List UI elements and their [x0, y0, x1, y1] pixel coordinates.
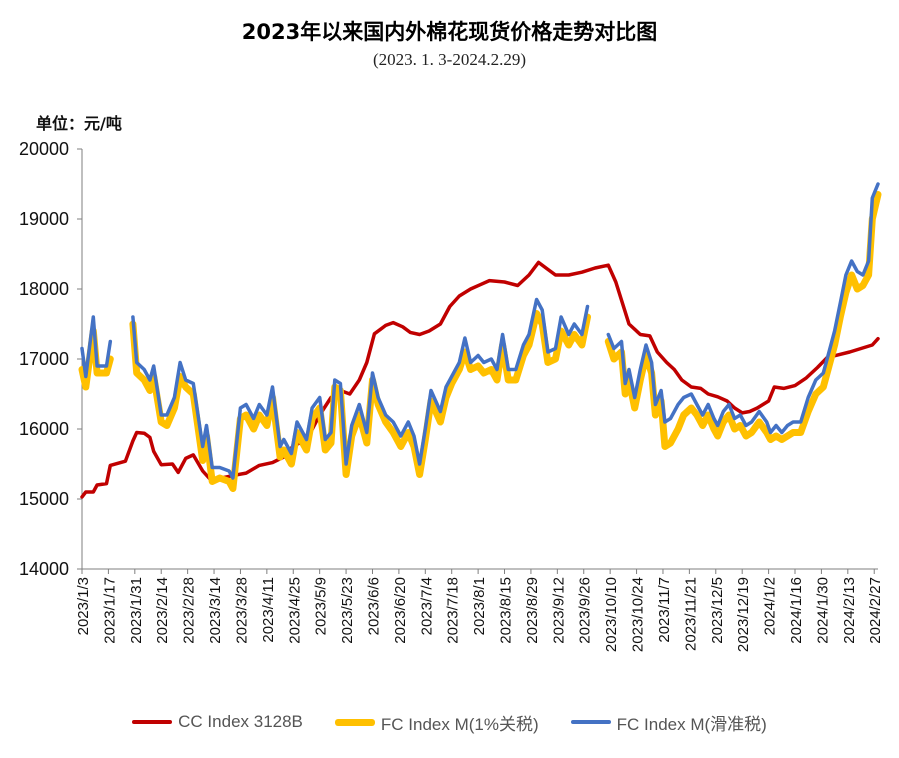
unit-label: 单位：元/吨	[36, 114, 122, 133]
x-tick-label: 2024/1/30	[814, 577, 831, 644]
x-tick-label: 2023/6/20	[392, 577, 409, 644]
x-tick-label: 2024/1/2	[762, 577, 779, 635]
x-tick-label: 2023/1/17	[101, 577, 118, 644]
x-tick-label: 2023/7/4	[418, 577, 435, 635]
legend-swatch-fc-index-1pct	[334, 718, 375, 726]
x-tick-label: 2023/1/31	[128, 577, 145, 644]
x-tick-label: 2023/5/23	[339, 577, 356, 644]
series-lines	[78, 182, 882, 499]
x-tick-label: 2023/12/19	[735, 577, 752, 652]
series-line-fc-index-m-2	[80, 182, 880, 480]
x-tick-label: 2023/4/11	[260, 577, 277, 643]
y-tick-label: 20000	[19, 139, 69, 159]
x-tick-label: 2023/5/9	[313, 577, 330, 635]
x-tick-label: 2023/2/14	[154, 577, 171, 644]
x-tick-label: 2023/1/3	[75, 577, 92, 635]
x-tick-label: 2023/9/12	[550, 577, 567, 644]
chart-title: 2023年以来国内外棉花现货价格走势对比图	[241, 20, 658, 44]
legend: CC Index 3128B FC Index M(1%关税) FC Index…	[0, 708, 899, 736]
y-tick-label: 14000	[19, 559, 69, 579]
y-tick-label: 18000	[19, 279, 69, 299]
legend-label-cc-index: CC Index 3128B	[178, 712, 303, 731]
x-tick-label: 2023/4/25	[286, 577, 303, 644]
legend-item-cc-index: CC Index 3128B	[132, 712, 303, 732]
y-tick-label: 16000	[19, 419, 69, 439]
x-tick-label: 2023/10/10	[603, 577, 620, 652]
legend-swatch-cc-index	[132, 720, 173, 724]
x-tick-label: 2023/11/7	[656, 577, 673, 643]
chart-subtitle: (2023. 1. 3-2024.2.29)	[373, 50, 526, 69]
x-tick-label: 2023/11/21	[682, 577, 699, 651]
y-tick-label: 15000	[19, 489, 69, 509]
legend-swatch-fc-index-sliding	[570, 720, 611, 724]
x-tick-label: 2023/12/5	[709, 577, 726, 644]
x-tick-label: 2023/3/28	[233, 577, 250, 644]
x-tick-label: 2023/2/28	[181, 577, 198, 644]
x-tick-label: 2024/2/27	[867, 577, 884, 644]
x-tick-label: 2023/7/18	[445, 577, 462, 644]
x-tick-label: 2023/9/26	[577, 577, 594, 644]
x-tick-label: 2024/1/16	[788, 577, 805, 644]
legend-item-fc-index-sliding: FC Index M(滑准税)	[570, 710, 767, 735]
legend-label-fc-index-1pct: FC Index M(1%关税)	[380, 714, 539, 734]
x-tick-label: 2023/3/14	[207, 577, 224, 644]
y-axis-labels: 20000 19000 18000 17000 16000 15000 14000	[19, 139, 82, 579]
legend-item-fc-index-1pct: FC Index M(1%关税)	[334, 710, 539, 735]
x-tick-label: 2023/8/1	[471, 577, 488, 635]
x-axis-labels: 2023/1/3 2023/1/17 2023/1/31 2023/2/14 2023/…	[75, 569, 884, 652]
x-tick-label: 2023/10/24	[630, 577, 647, 652]
x-tick-label: 2023/6/6	[365, 577, 382, 635]
x-tick-label: 2023/8/15	[498, 577, 515, 644]
series-line-cc-index-3128b-0	[80, 260, 880, 499]
legend-label-fc-index-sliding: FC Index M(滑准税)	[616, 714, 767, 734]
y-tick-label: 19000	[19, 209, 69, 229]
y-tick-label: 17000	[19, 349, 69, 369]
x-tick-label: 2024/2/13	[841, 577, 858, 644]
x-tick-label: 2023/8/29	[524, 577, 541, 644]
